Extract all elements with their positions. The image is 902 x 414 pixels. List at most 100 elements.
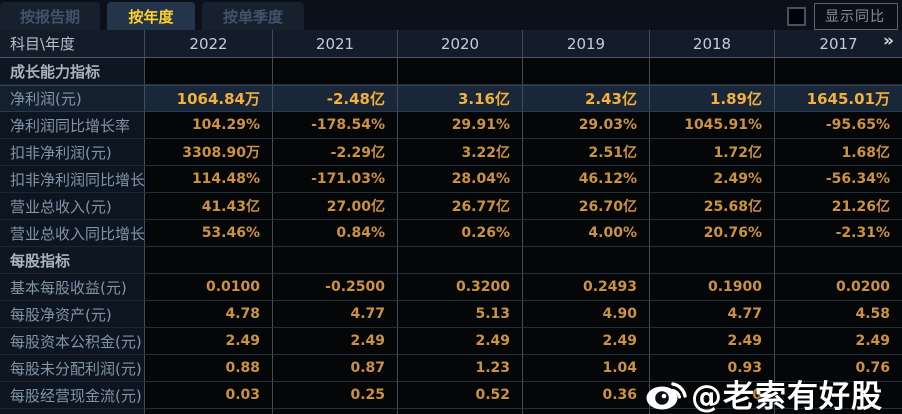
cell-value: 114.48% [145, 166, 273, 193]
cell-value: 0.84% [273, 220, 398, 247]
row-label: 净利润(元) [0, 85, 145, 112]
row-label: 扣非净利润(元) [0, 139, 145, 166]
cell-value [650, 247, 775, 274]
cell-value: 2.43亿 [523, 85, 650, 112]
cell-value [523, 247, 650, 274]
table-header-row: 科目\年度 2022 2021 2020 2019 2018 2017» [0, 30, 902, 58]
cell-value: 1.89亿 [650, 85, 775, 112]
cell-value [775, 247, 902, 274]
cell-value [273, 58, 398, 85]
cell-value [650, 409, 775, 414]
row-label: 每股资本公积金(元) [0, 328, 145, 355]
cell-value: 0.2493 [523, 274, 650, 301]
cell-value: 2.49 [523, 328, 650, 355]
cell-value: 1064.84万 [145, 85, 273, 112]
row-label: 扣非净利润同比增长率 [0, 166, 145, 193]
cell-value: 0.03 [145, 382, 273, 409]
cell-value: 41.43亿 [145, 193, 273, 220]
cell-value: 0 [650, 382, 775, 409]
cell-value: 26.77亿 [398, 193, 523, 220]
cell-value: 0.0100 [145, 274, 273, 301]
table-row: 每股净资产(元) 4.78 4.77 5.13 4.90 4.77 4.58 [0, 301, 902, 328]
year-header-2018: 2018 [650, 30, 775, 57]
cell-value: 0.87 [273, 355, 398, 382]
year-header-2020: 2020 [398, 30, 523, 57]
cell-value: 104.29% [145, 112, 273, 139]
cell-value: 0.26% [398, 220, 523, 247]
tab-single-quarter[interactable]: 按单季度 [202, 2, 304, 30]
table-row: 每股经营现金流(元) 0.03 0.25 0.52 0.36 0 [0, 382, 902, 409]
cell-value: 4.78 [145, 301, 273, 328]
cell-value: 0.88 [145, 355, 273, 382]
row-label: 每股经营现金流(元) [0, 382, 145, 409]
cell-value [650, 58, 775, 85]
cell-value: 0.93 [650, 355, 775, 382]
year-header-2019: 2019 [523, 30, 650, 57]
cell-value: -2.31% [775, 220, 902, 247]
cell-value: 0.25 [273, 382, 398, 409]
cell-value: 21.26亿 [775, 193, 902, 220]
scroll-more-icon[interactable]: » [883, 31, 894, 51]
cell-value: 4.77 [273, 301, 398, 328]
cell-value: 4.00% [523, 220, 650, 247]
cell-value [523, 58, 650, 85]
cell-value: 2.49 [145, 328, 273, 355]
show-yoy-checkbox[interactable] [787, 7, 806, 26]
cell-value: 0.76 [775, 355, 902, 382]
cell-value: 4.58 [775, 301, 902, 328]
tab-report-period[interactable]: 按报告期 [0, 2, 100, 30]
table-row: 净利润(元) 1064.84万 -2.48亿 3.16亿 2.43亿 1.89亿 1645.… [0, 85, 902, 112]
cell-value: 0.1900 [650, 274, 775, 301]
cell-value [398, 409, 523, 414]
cell-value: 0.0200 [775, 274, 902, 301]
cell-value [523, 409, 650, 414]
cell-value: 25.68亿 [650, 193, 775, 220]
cell-value [398, 58, 523, 85]
cell-value [145, 247, 273, 274]
period-tab-bar: 按报告期 按年度 按单季度 显示同比 [0, 0, 902, 30]
cell-value: -56.34% [775, 166, 902, 193]
cell-value: 3308.90万 [145, 139, 273, 166]
cell-value: 1.68亿 [775, 139, 902, 166]
cell-value: -0.2500 [273, 274, 398, 301]
cell-value: 5.13 [398, 301, 523, 328]
cell-value: 26.70亿 [523, 193, 650, 220]
cell-value: 1645.01万 [775, 85, 902, 112]
cell-value [273, 409, 398, 414]
cell-value: 28.04% [398, 166, 523, 193]
show-yoy-label[interactable]: 显示同比 [814, 3, 898, 30]
cell-value: 1.72亿 [650, 139, 775, 166]
table-row: 基本每股收益(元) 0.0100 -0.2500 0.3200 0.2493 0.1900… [0, 274, 902, 301]
table-row: 每股未分配利润(元) 0.88 0.87 1.23 1.04 0.93 0.76 [0, 355, 902, 382]
cell-value: 20.76% [650, 220, 775, 247]
cell-value: 2.49 [398, 328, 523, 355]
cell-value: 1.04 [523, 355, 650, 382]
cell-value: -2.48亿 [273, 85, 398, 112]
table-body: 成长能力指标 净利润(元) 1064.84万 -2.48亿 3.16亿 2.43亿 1.89… [0, 58, 902, 414]
row-label: 每股净资产(元) [0, 301, 145, 328]
cell-value [145, 58, 273, 85]
cell-value [398, 247, 523, 274]
cell-value: 2.51亿 [523, 139, 650, 166]
cell-value: 1045.91% [650, 112, 775, 139]
table-row: 每股指标 [0, 247, 902, 274]
cell-value: 53.46% [145, 220, 273, 247]
cell-value [775, 409, 902, 414]
cell-value: 3.22亿 [398, 139, 523, 166]
cell-value: 4.77 [650, 301, 775, 328]
row-label: 营业总收入(元) [0, 193, 145, 220]
row-label: 营业总收入同比增长率 [0, 220, 145, 247]
year-header-2021: 2021 [273, 30, 398, 57]
cell-value: 3.16亿 [398, 85, 523, 112]
table-row: 净利润同比增长率 104.29% -178.54% 29.91% 29.03% 1045.… [0, 112, 902, 139]
cell-value: -95.65% [775, 112, 902, 139]
corner-header-cell: 科目\年度 [0, 30, 145, 57]
cell-value: -2.29亿 [273, 139, 398, 166]
cell-value: 2.49 [273, 328, 398, 355]
cell-value: 4.90 [523, 301, 650, 328]
tab-annual[interactable]: 按年度 [107, 2, 195, 30]
table-row: 营业总收入同比增长率53.46%0.84%0.26%4.00%20.76%-2.… [0, 220, 902, 247]
cell-value [145, 409, 273, 414]
year-header-2017: 2017» [819, 31, 894, 53]
